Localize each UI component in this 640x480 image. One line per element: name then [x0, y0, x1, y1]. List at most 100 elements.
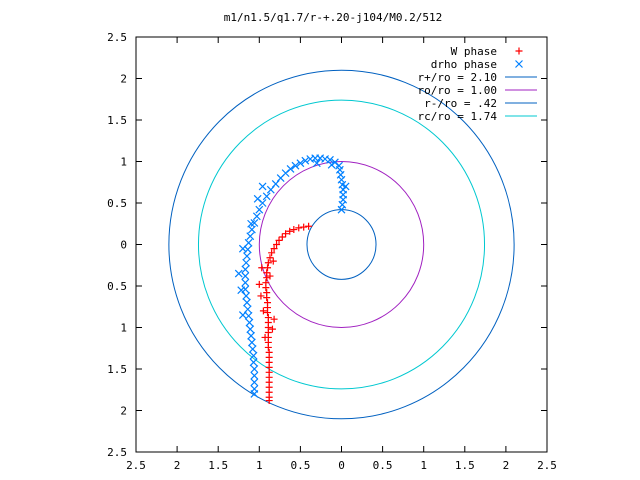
y-tick-label: 0.5	[107, 280, 127, 293]
chart-title: m1/n1.5/q1.7/r-+.20-j104/M0.2/512	[224, 11, 443, 24]
data-point	[246, 232, 255, 241]
x-tick-label: 1	[256, 459, 263, 472]
y-tick-label: 2.5	[107, 31, 127, 44]
data-point	[270, 245, 278, 253]
data-point	[275, 236, 283, 244]
legend-label: ro/ro = 1.00	[418, 84, 497, 97]
data-point	[238, 311, 247, 319]
y-tick-label: 1.5	[107, 363, 127, 376]
y-tick-label: 2.5	[107, 446, 127, 459]
y-tick-label: 2	[120, 405, 127, 418]
data-point	[268, 249, 276, 257]
data-point	[252, 212, 261, 221]
data-point	[268, 325, 276, 333]
data-point	[286, 227, 294, 235]
data-point	[301, 156, 310, 165]
data-point	[262, 284, 270, 292]
data-point	[263, 294, 271, 302]
data-point	[253, 194, 262, 203]
data-point	[238, 244, 247, 253]
legend-label: W phase	[451, 45, 497, 58]
data-point	[296, 159, 305, 168]
x-tick-label: 2	[174, 459, 181, 472]
data-point	[247, 338, 256, 347]
data-point	[282, 230, 290, 238]
data-point	[257, 292, 265, 300]
data-series	[234, 154, 350, 405]
legend-marker	[515, 47, 523, 55]
data-point	[312, 159, 321, 168]
x-tick-label: 0.5	[373, 459, 393, 472]
data-point	[341, 182, 350, 191]
axis-tick-labels: 2.5 2 1.5 1 0.5 0 0.5 1 1.5 2 2.52.521.510.500.511…	[107, 31, 557, 472]
data-point	[255, 280, 263, 288]
x-tick-label: 2.5	[126, 459, 146, 472]
data-point	[263, 274, 271, 282]
data-point	[258, 182, 267, 191]
data-point	[261, 333, 269, 341]
y-tick-label: 1.5	[107, 114, 127, 127]
data-point	[258, 264, 266, 272]
data-point	[243, 305, 252, 314]
data-point	[266, 272, 274, 280]
data-point	[271, 179, 280, 188]
legend-label: drho phase	[431, 58, 497, 71]
data-point	[242, 292, 251, 300]
data-point	[237, 286, 246, 295]
data-point	[243, 252, 251, 261]
legend-label: rc/ro = 1.74	[418, 110, 498, 123]
x-tick-label: 1	[420, 459, 427, 472]
data-point	[290, 226, 298, 234]
x-tick-label: 1.5	[455, 459, 475, 472]
data-point	[248, 345, 257, 354]
reference-circle	[197, 99, 486, 390]
reference-circle	[168, 69, 515, 420]
data-point	[276, 174, 285, 183]
data-point	[295, 224, 303, 232]
data-point	[247, 331, 256, 340]
data-point	[247, 219, 256, 228]
x-tick-label: 2.5	[537, 459, 557, 472]
data-point	[255, 205, 264, 214]
data-point	[266, 185, 275, 194]
data-point	[250, 371, 259, 380]
data-point	[241, 272, 250, 280]
data-point	[265, 397, 273, 405]
data-point	[306, 155, 315, 163]
data-point	[242, 258, 251, 267]
y-tick-label: 0.5	[107, 197, 127, 210]
legend-label: r-/ro = .42	[424, 97, 497, 110]
data-point	[250, 389, 259, 398]
x-tick-label: 2	[503, 459, 510, 472]
legend-label: r+/ro = 2.10	[418, 71, 497, 84]
data-point	[305, 222, 313, 230]
data-point	[234, 269, 243, 278]
data-point	[259, 307, 267, 315]
data-point	[269, 257, 277, 265]
data-point	[327, 160, 336, 169]
data-point	[273, 241, 281, 248]
data-point	[278, 233, 286, 241]
y-tick-label: 0	[120, 239, 127, 252]
x-tick-label: 0	[338, 459, 345, 472]
data-point	[249, 358, 258, 367]
data-point	[249, 351, 258, 360]
reference-circle	[258, 161, 425, 328]
data-point	[245, 318, 254, 327]
reference-circles	[168, 69, 515, 420]
data-point	[264, 309, 272, 317]
x-tick-label: 0.5	[290, 459, 310, 472]
y-tick-label: 1	[120, 156, 127, 169]
legend-marker	[515, 60, 523, 68]
data-point	[262, 192, 271, 201]
data-point	[250, 378, 259, 387]
data-point	[270, 315, 278, 323]
data-point	[246, 325, 255, 334]
data-point	[243, 298, 251, 307]
y-tick-label: 1	[120, 322, 127, 335]
data-point	[264, 343, 272, 351]
data-point	[266, 254, 274, 262]
data-point	[291, 161, 300, 170]
